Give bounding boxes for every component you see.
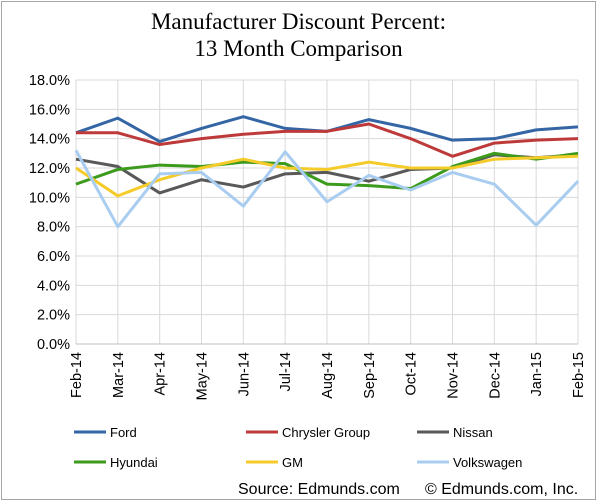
x-tick-label: Oct-14 bbox=[404, 352, 420, 396]
gridlines bbox=[75, 79, 579, 345]
source-label: Source: Edmunds.com bbox=[238, 481, 400, 498]
x-tick-label: Mar-14 bbox=[111, 352, 127, 398]
series-line-hyundai bbox=[75, 151, 579, 191]
x-tick-label: Nov-14 bbox=[446, 352, 462, 399]
x-axis-tick-labels: Feb-14 Mar-14 Apr-14 May-14 Jun-14 Jul-14 Aug-… bbox=[69, 352, 587, 400]
x-tick-label: Aug-14 bbox=[320, 352, 336, 399]
legend-label-chrysler-group: Chrysler Group bbox=[282, 425, 370, 440]
y-tick-label: 4.0% bbox=[37, 278, 70, 294]
legend-label-volkswagen: Volkswagen bbox=[453, 455, 522, 470]
y-tick-label: 18.0% bbox=[29, 73, 70, 89]
legend-label-ford: Ford bbox=[110, 425, 137, 440]
y-tick-label: 0.0% bbox=[37, 337, 70, 353]
legend-label-gm: GM bbox=[282, 455, 303, 470]
y-axis-tick-labels: 0.0% 2.0% 4.0% 6.0% 8.0% 10.0% 12.0% 14.0% 16.0%… bbox=[29, 73, 70, 353]
x-tick-label: Dec-14 bbox=[487, 352, 503, 399]
x-tick-label: May-14 bbox=[195, 352, 211, 400]
legend: Ford Chrysler Group Nissan Hyundai GM Volkswa… bbox=[74, 425, 522, 470]
series-line-gm bbox=[75, 154, 579, 198]
series-line-chrysler-group bbox=[76, 122, 579, 158]
x-tick-label: Feb-15 bbox=[571, 352, 587, 398]
x-tick-label: Apr-14 bbox=[153, 352, 169, 396]
x-tick-label: Feb-14 bbox=[69, 352, 85, 398]
y-tick-label: 12.0% bbox=[29, 161, 70, 177]
y-tick-label: 8.0% bbox=[37, 220, 70, 236]
legend-label-nissan: Nissan bbox=[453, 425, 493, 440]
y-tick-label: 14.0% bbox=[29, 132, 70, 148]
y-tick-label: 2.0% bbox=[37, 308, 70, 324]
y-tick-label: 10.0% bbox=[29, 190, 70, 206]
legend-label-hyundai: Hyundai bbox=[110, 455, 158, 470]
x-tick-label: Jan-15 bbox=[529, 352, 545, 396]
copyright-label: © Edmunds.com, Inc. bbox=[425, 481, 578, 498]
x-tick-label: Sep-14 bbox=[362, 352, 378, 399]
chart-title: Manufacturer Discount Percent: 13 Month … bbox=[0, 8, 597, 62]
x-tick-label: Jun-14 bbox=[236, 352, 252, 396]
y-tick-label: 16.0% bbox=[29, 102, 70, 118]
series-lines bbox=[74, 115, 580, 229]
y-tick-label: 6.0% bbox=[37, 249, 70, 265]
chart-title-line-1: Manufacturer Discount Percent: bbox=[150, 9, 447, 34]
chart-subtitle: 13 Month Comparison bbox=[194, 36, 403, 61]
series-line-volkswagen bbox=[74, 149, 580, 229]
x-tick-label: Jul-14 bbox=[278, 352, 294, 392]
